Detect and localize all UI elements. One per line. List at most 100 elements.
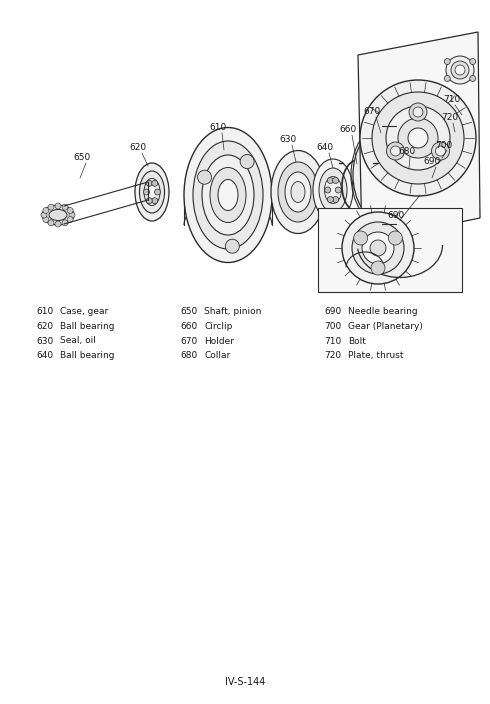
Circle shape [67, 217, 73, 222]
Circle shape [197, 170, 212, 184]
Circle shape [62, 220, 68, 226]
Ellipse shape [193, 141, 263, 249]
Circle shape [470, 58, 476, 65]
Circle shape [386, 106, 450, 170]
Circle shape [48, 204, 54, 210]
Circle shape [333, 177, 339, 184]
Circle shape [409, 103, 427, 121]
Ellipse shape [415, 158, 437, 192]
Text: 630: 630 [279, 135, 296, 144]
Text: Gear (Planetary): Gear (Planetary) [348, 322, 423, 331]
Circle shape [432, 142, 449, 160]
Text: IV-S-144: IV-S-144 [225, 677, 265, 687]
Ellipse shape [49, 210, 67, 220]
Circle shape [413, 107, 423, 117]
Ellipse shape [291, 182, 305, 203]
Ellipse shape [202, 155, 254, 235]
Ellipse shape [210, 168, 246, 222]
Text: 680: 680 [180, 351, 197, 360]
Text: Circlip: Circlip [204, 322, 232, 331]
Circle shape [152, 180, 158, 187]
Circle shape [352, 222, 404, 274]
Text: 650: 650 [180, 308, 197, 317]
Ellipse shape [135, 163, 169, 221]
Circle shape [444, 75, 450, 82]
Text: Bolt: Bolt [348, 337, 366, 346]
Circle shape [67, 208, 73, 213]
Circle shape [371, 261, 385, 275]
Ellipse shape [374, 163, 390, 187]
Ellipse shape [285, 172, 311, 212]
Ellipse shape [144, 179, 160, 206]
Circle shape [370, 240, 386, 256]
Text: 670: 670 [180, 337, 197, 346]
Ellipse shape [271, 151, 325, 234]
Ellipse shape [278, 162, 318, 222]
Text: 720: 720 [324, 351, 341, 360]
Ellipse shape [394, 156, 422, 200]
Circle shape [444, 58, 450, 65]
Circle shape [455, 65, 465, 75]
Text: Ball bearing: Ball bearing [60, 351, 115, 360]
Text: 660: 660 [180, 322, 197, 331]
Circle shape [408, 128, 428, 148]
Circle shape [470, 75, 476, 82]
Circle shape [144, 189, 149, 195]
Text: Case, gear: Case, gear [60, 308, 108, 317]
Text: 620: 620 [36, 322, 53, 331]
Circle shape [62, 204, 68, 210]
Text: 660: 660 [340, 125, 357, 134]
Circle shape [446, 56, 474, 84]
Circle shape [387, 142, 404, 160]
Circle shape [327, 196, 333, 203]
Circle shape [55, 221, 61, 227]
Text: 680: 680 [398, 148, 416, 156]
Circle shape [342, 212, 414, 284]
Circle shape [43, 217, 49, 222]
Text: 670: 670 [364, 108, 381, 116]
Circle shape [41, 212, 47, 218]
Ellipse shape [324, 177, 342, 203]
Text: 610: 610 [36, 308, 53, 317]
Text: 690: 690 [388, 210, 405, 220]
Ellipse shape [140, 171, 165, 213]
Circle shape [48, 220, 54, 226]
Circle shape [333, 196, 339, 203]
Ellipse shape [419, 164, 433, 186]
Text: 640: 640 [36, 351, 53, 360]
Circle shape [240, 155, 254, 168]
Text: 710: 710 [443, 96, 461, 104]
Ellipse shape [399, 164, 417, 192]
Text: Collar: Collar [204, 351, 230, 360]
Text: 690: 690 [423, 158, 441, 167]
Text: 700: 700 [436, 141, 453, 149]
Circle shape [372, 92, 464, 184]
Ellipse shape [218, 180, 238, 210]
Circle shape [451, 61, 469, 79]
Text: 650: 650 [74, 153, 91, 163]
Text: 620: 620 [129, 144, 147, 153]
Text: Holder: Holder [204, 337, 234, 346]
Text: 710: 710 [324, 337, 341, 346]
Text: Ball bearing: Ball bearing [60, 322, 115, 331]
Circle shape [69, 212, 75, 218]
Circle shape [55, 203, 61, 209]
Ellipse shape [353, 129, 411, 221]
Circle shape [388, 231, 402, 245]
Circle shape [391, 146, 400, 156]
Circle shape [398, 118, 438, 158]
Circle shape [225, 239, 239, 253]
Circle shape [152, 198, 158, 203]
Text: Shaft, pinion: Shaft, pinion [204, 308, 261, 317]
Ellipse shape [313, 159, 353, 221]
Circle shape [362, 232, 394, 264]
Circle shape [154, 189, 161, 195]
Text: Needle bearing: Needle bearing [348, 308, 417, 317]
Ellipse shape [319, 168, 347, 212]
Text: 630: 630 [36, 337, 53, 346]
Text: 640: 640 [317, 144, 334, 153]
Circle shape [335, 187, 341, 193]
Ellipse shape [184, 127, 272, 263]
Text: 700: 700 [324, 322, 341, 331]
Polygon shape [318, 208, 462, 292]
